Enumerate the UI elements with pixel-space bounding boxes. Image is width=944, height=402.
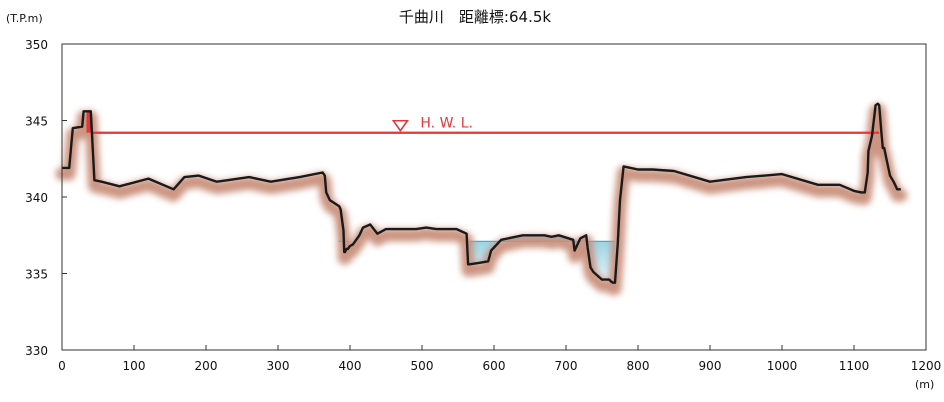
x-tick-label: 900 [699, 359, 722, 373]
x-tick-label: 300 [267, 359, 290, 373]
x-tick-label: 0 [58, 359, 66, 373]
y-axis-unit: (T.P.m) [6, 12, 43, 25]
y-tick-label: 330 [25, 344, 48, 358]
y-tick-label: 340 [25, 191, 48, 205]
y-tick-label: 335 [25, 268, 48, 282]
x-tick-label: 700 [555, 359, 578, 373]
hwl-layer: H. W. L. [86, 111, 879, 132]
y-tick-label: 350 [25, 38, 48, 52]
x-tick-label: 1000 [767, 359, 798, 373]
hwl-label: H. W. L. [420, 116, 473, 132]
hwl-marker [393, 121, 407, 131]
y-ticks-layer: 330 335 340 345 350 [25, 38, 67, 358]
x-axis-unit: (m) [915, 378, 934, 391]
x-tick-label: 600 [483, 359, 506, 373]
chart-title: 千曲川 距離標:64.5k [399, 8, 551, 26]
x-ticks-layer: 0 100 200 300 400 500 600 700 800 900 1000 1100 1200 [58, 345, 941, 373]
x-tick-label: 1100 [839, 359, 870, 373]
x-tick-label: 1200 [911, 359, 942, 373]
x-tick-label: 800 [627, 359, 650, 373]
x-tick-label: 400 [339, 359, 362, 373]
axes-layer [62, 44, 926, 350]
x-tick-label: 200 [195, 359, 218, 373]
plot-frame [62, 44, 926, 350]
x-tick-label: 100 [123, 359, 146, 373]
x-tick-label: 500 [411, 359, 434, 373]
y-tick-label: 345 [25, 115, 48, 129]
